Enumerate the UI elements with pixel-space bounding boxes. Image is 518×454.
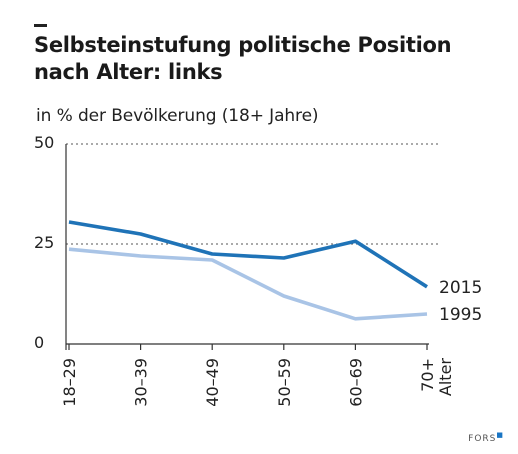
- x-tick-label-5: 70+: [418, 358, 437, 392]
- x-tick-label-0: 18–29: [60, 358, 79, 407]
- chart-title-line-1: Selbsteinstufung politische Position: [34, 33, 452, 57]
- x-tick-label-3: 50–59: [275, 358, 294, 407]
- y-tick-label-50: 50: [34, 133, 54, 152]
- source-credit-label: FORS: [468, 434, 497, 444]
- series-line-1995: [68, 247, 428, 321]
- series-line-2015: [68, 220, 428, 289]
- x-tick-label-4: 60–69: [346, 358, 365, 407]
- brand-dot-icon: ■: [496, 431, 504, 439]
- y-tick-label-25: 25: [34, 233, 54, 252]
- series-label-1995: 1995: [439, 305, 482, 325]
- x-tick-label-1: 30–39: [132, 358, 151, 407]
- title-accent-bar: [34, 24, 47, 27]
- chart-title-line-2: nach Alter: links: [34, 60, 223, 84]
- x-axis-title: Alter: [436, 358, 455, 397]
- series-label-2015: 2015: [439, 278, 482, 298]
- x-tick-label-2: 40–49: [203, 358, 222, 407]
- chart-subtitle: in % der Bevölkerung (18+ Jahre): [36, 106, 319, 126]
- chart-title: Selbsteinstufung politische Position nac…: [34, 32, 504, 86]
- source-credit: FORS■: [468, 431, 504, 444]
- y-tick-label-0: 0: [34, 333, 44, 352]
